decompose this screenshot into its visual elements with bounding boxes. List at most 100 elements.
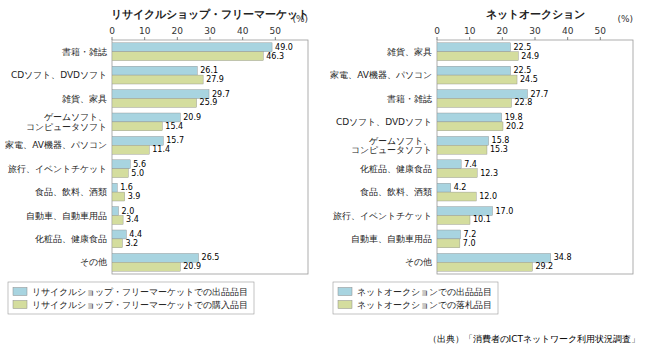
x-tick [567, 37, 568, 40]
bar [112, 183, 117, 192]
data-label: 15.4 [165, 122, 183, 131]
y-tick-label-line: 書籍・雑誌 [62, 47, 107, 57]
bar [437, 183, 451, 192]
bar [112, 52, 263, 61]
data-label: 20.9 [183, 113, 201, 122]
y-tick-label: ゲームソフト、コンピュータソフト [351, 136, 432, 156]
data-label: 1.6 [120, 183, 133, 192]
data-label: 5.6 [133, 160, 146, 169]
data-label: 22.5 [514, 66, 532, 75]
bar [437, 239, 460, 248]
data-label: 15.7 [166, 136, 184, 145]
panel: リサイクルショップ・フリーマーケット01020304050(%)49.026.1… [5, 8, 309, 314]
data-label: 15.8 [492, 136, 510, 145]
legend-label: リサイクルショップ・フリーマーケットでの出品品目 [32, 287, 248, 297]
y-tick-label-line: 食品、飲料、酒類 [35, 187, 107, 197]
x-tick [502, 37, 503, 40]
bars [112, 43, 272, 271]
bar [437, 99, 511, 108]
legend-label: ネットオークションでの落札品目 [357, 300, 492, 310]
y-tick-label: CDソフト、DVDソフト [11, 70, 107, 80]
data-label: 27.9 [206, 75, 224, 84]
bar [437, 113, 502, 122]
bar [112, 66, 197, 75]
bar [112, 113, 180, 122]
y-tick-label-line: その他 [80, 257, 107, 267]
y-tick-label-line: 食品、飲料、酒類 [360, 187, 432, 197]
y-tick-label-line: 雑貨、家具 [62, 94, 107, 104]
y-tick-label-line: 旅行、イベントチケット [8, 164, 107, 174]
x-tick [437, 37, 438, 40]
data-label: 2.0 [122, 207, 135, 216]
figure: リサイクルショップ・フリーマーケット01020304050(%)49.026.1… [0, 0, 650, 348]
bar [437, 43, 511, 52]
legend-swatch [338, 301, 352, 309]
data-label: 3.2 [125, 239, 138, 248]
bar [437, 90, 527, 99]
bar [112, 90, 209, 99]
data-label: 15.3 [490, 145, 508, 154]
x-tick [469, 37, 470, 40]
y-tick-label-line: ゲームソフト、 [369, 136, 432, 146]
y-tick-label: 旅行、イベントチケット [333, 211, 432, 221]
data-label: 20.9 [183, 262, 201, 271]
data-label: 3.9 [128, 192, 141, 201]
data-label: 29.2 [535, 262, 553, 271]
y-tick-label-line: 書籍・雑誌 [387, 94, 432, 104]
data-label: 26.5 [202, 253, 220, 262]
legend-swatch [13, 301, 27, 309]
bar [437, 216, 470, 225]
x-tick [275, 37, 276, 40]
y-tick-label-line: 家電、AV機器、パソコン [330, 70, 432, 80]
bar [112, 239, 122, 248]
y-tick-label-line: 化粧品、健康食品 [360, 164, 432, 174]
data-label: 24.5 [520, 75, 538, 84]
data-label: 5.0 [131, 169, 144, 178]
x-tick-label: 0 [109, 26, 115, 36]
x-tick-label: 30 [529, 26, 541, 36]
x-tick-label: 40 [237, 26, 249, 36]
x-axis-label: (%) [292, 14, 308, 24]
labels: 49.026.129.720.915.75.61.62.04.426.546.3… [120, 43, 293, 271]
legend-swatch [13, 288, 27, 296]
y-tick-label: 化粧品、健康食品 [360, 164, 432, 174]
bar [437, 169, 477, 178]
y-tick-label-line: 旅行、イベントチケット [333, 211, 432, 221]
x-tick [242, 37, 243, 40]
x-tick [144, 37, 145, 40]
panel: ネットオークション01020304050(%)22.522.527.719.81… [330, 8, 633, 314]
labels: 22.522.527.719.815.87.44.217.07.234.824.… [454, 43, 572, 271]
y-tick-label-line: ゲームソフト、 [44, 112, 107, 122]
x-tick-label: 10 [464, 26, 476, 36]
y-tick-label-line: コンピュータソフト [26, 122, 107, 132]
source: （出典）「消費者のICTネットワーク利用状況調査」 [428, 334, 640, 344]
bar [112, 99, 197, 108]
data-label: 11.4 [152, 145, 170, 154]
legend-label: ネットオークションでの出品品目 [357, 287, 492, 297]
data-label: 7.2 [464, 230, 477, 239]
bar [112, 216, 123, 225]
y-tick-label: 雑貨、家具 [62, 94, 107, 104]
bar [437, 160, 461, 169]
bar [437, 52, 518, 61]
bar [437, 207, 493, 216]
data-label: 27.7 [530, 90, 548, 99]
data-label: 26.1 [200, 66, 218, 75]
y-tick-label-line: 家電、AV機器、パソコン [5, 140, 107, 150]
plot-frame [112, 40, 308, 274]
legend: ネットオークションでの出品品目ネットオークションでの落札品目 [333, 282, 498, 314]
bar [112, 145, 149, 154]
bar [437, 145, 487, 154]
data-label: 46.3 [266, 52, 284, 61]
bar [112, 43, 272, 52]
data-label: 24.9 [521, 52, 539, 61]
bar [437, 253, 551, 262]
legend: リサイクルショップ・フリーマーケットでの出品品目リサイクルショップ・フリーマーケ… [8, 282, 254, 314]
x-tick-label: 40 [562, 26, 574, 36]
data-label: 4.2 [454, 183, 467, 192]
bar [112, 230, 126, 239]
y-tick-label: ゲームソフト、コンピュータソフト [26, 112, 107, 132]
data-label: 49.0 [275, 43, 293, 52]
title: ネットオークション [486, 8, 585, 21]
data-label: 12.3 [480, 169, 498, 178]
